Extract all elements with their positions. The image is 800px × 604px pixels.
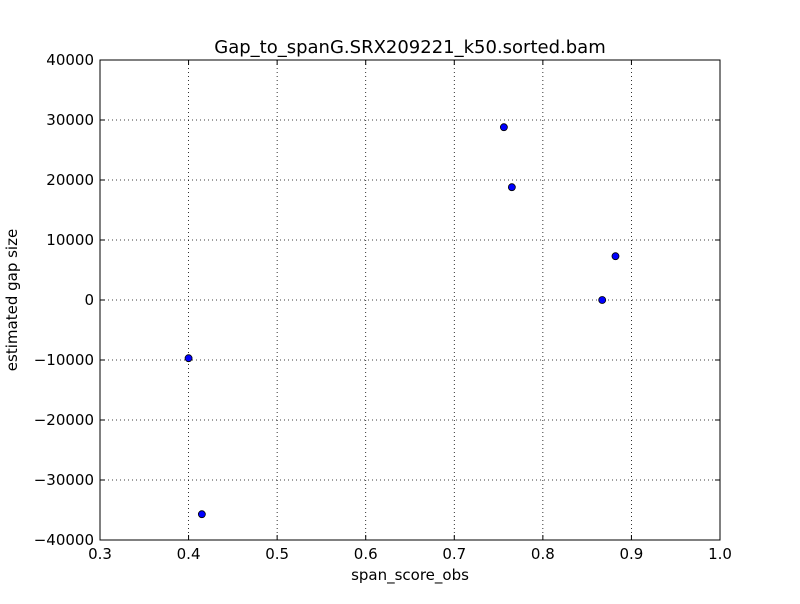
y-tick-label: 30000 [46, 111, 94, 129]
data-points [184, 123, 620, 519]
x-tick-label: 0.3 [88, 545, 112, 563]
y-tick-label: −40000 [34, 531, 94, 549]
x-tick-label: 1.0 [708, 545, 732, 563]
y-axis-title: estimated gap size [3, 229, 21, 371]
x-tick-label: 0.8 [531, 545, 555, 563]
x-tick-label: 0.4 [177, 545, 201, 563]
scatter-point [499, 123, 508, 132]
y-tick-label: −20000 [34, 411, 94, 429]
y-tick-label: 20000 [46, 171, 94, 189]
scatter-point [197, 510, 206, 519]
y-tick-label: −10000 [34, 351, 94, 369]
x-tick-label: 0.6 [354, 545, 378, 563]
y-tick-label: 0 [84, 291, 94, 309]
scatter-point [598, 296, 607, 304]
x-axis-title: span_score_obs [351, 566, 469, 585]
chart-title: Gap_to_spanG.SRX209221_k50.sorted.bam [214, 37, 605, 58]
scatter-point [507, 183, 516, 192]
x-tick-label: 0.7 [442, 545, 466, 563]
ticks-layer: 0.3 0.4 0.5 0.6 0.7 0.8 0.9 1.0 40000 30000 20000 1… [34, 51, 732, 563]
x-tick-label: 0.9 [619, 545, 643, 563]
y-tick-label: −30000 [34, 471, 94, 489]
scatter-point [611, 252, 620, 261]
y-tick-label: 10000 [46, 231, 94, 249]
y-tick-label: 40000 [46, 51, 94, 69]
plot-frame [99, 59, 721, 541]
x-tick-label: 0.5 [265, 545, 289, 563]
scatter-point [184, 354, 193, 363]
grid-layer [99, 59, 721, 541]
